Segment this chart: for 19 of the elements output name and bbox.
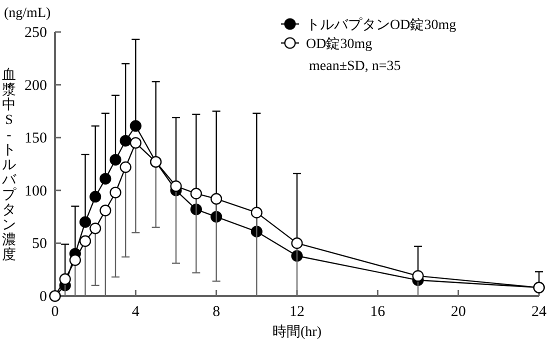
legend-label: OD錠30mg [306, 36, 372, 52]
x-tick-label: 4 [132, 304, 140, 320]
text: (ng/mL) [4, 6, 51, 21]
legend-label: トルバプタンOD錠30mg [306, 17, 456, 33]
x-tick-label: 12 [290, 304, 304, 320]
y-tick-label: 100 [24, 183, 47, 200]
y-tick-label: 150 [24, 130, 47, 147]
x-tick-label: 16 [370, 304, 386, 320]
x-tick-label: 0 [51, 304, 59, 320]
x-axis-title: 時間(hr) [272, 324, 322, 340]
annotation: mean±SD, n=35 [309, 59, 401, 74]
text: 血漿中S-トルバプタン濃度 [2, 68, 16, 263]
y-tick-label: 200 [24, 78, 47, 94]
x-tick-label: 8 [212, 304, 220, 320]
x-tick-label: 24 [532, 304, 547, 320]
y-tick-label: 250 [24, 25, 47, 41]
x-tick-label: 20 [450, 304, 466, 320]
y-tick-label: 50 [32, 236, 47, 252]
y-tick-label: 0 [40, 289, 47, 305]
